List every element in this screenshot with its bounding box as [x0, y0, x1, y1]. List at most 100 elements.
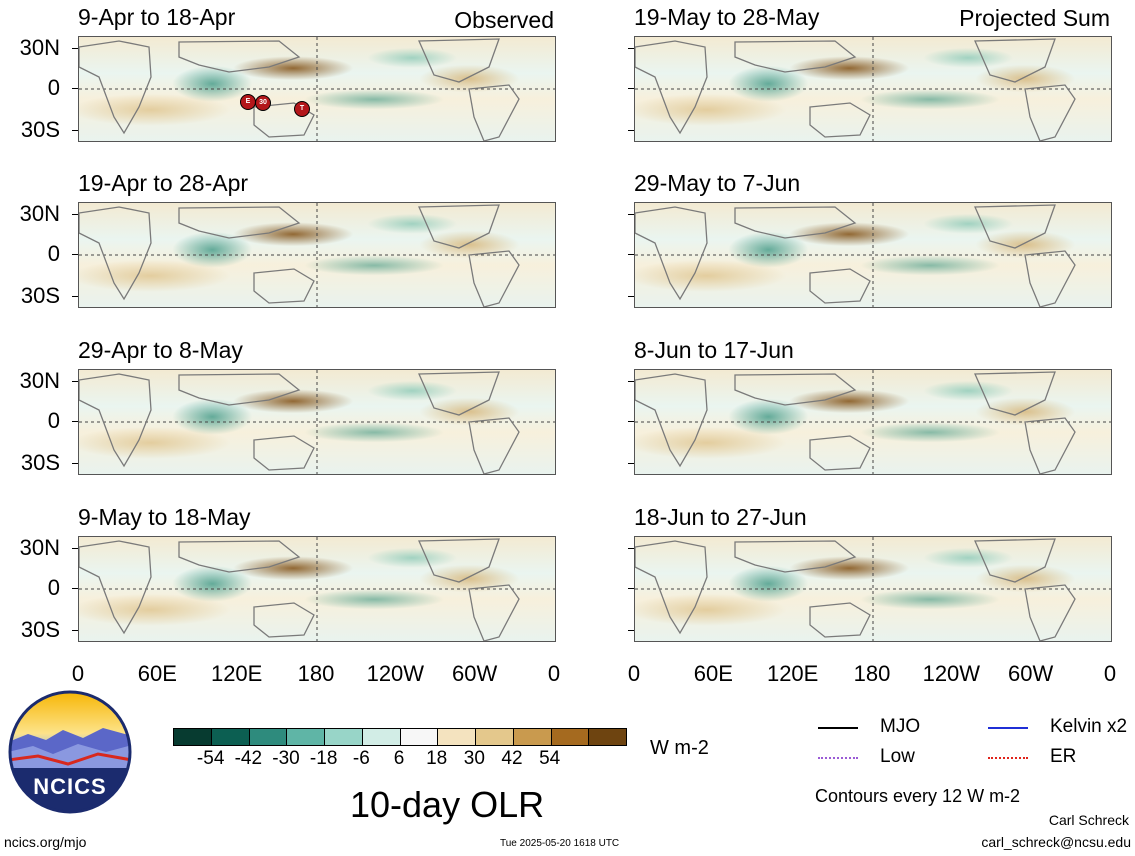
olr-map — [78, 536, 556, 642]
latitude-label: 0 — [47, 75, 60, 100]
mjo-phase-marker: E — [240, 94, 256, 110]
colorbar-label: 30 — [463, 748, 485, 769]
panel-date-range: 9-Apr to 18-Apr — [78, 4, 236, 30]
colorbar-swatch — [324, 729, 362, 745]
olr-map — [78, 36, 556, 142]
longitude-label: 120E — [210, 661, 263, 686]
observed-column-title: Observed — [454, 7, 554, 33]
colorbar-label: -30 — [272, 748, 300, 769]
latitude-label: 30N — [19, 201, 60, 226]
latitude-tick — [628, 254, 634, 255]
latitude-tick — [628, 48, 634, 49]
mjo-phase-marker: 30 — [255, 95, 271, 111]
author-name: Carl Schreck — [1048, 812, 1129, 828]
panel-date-range: 29-May to 7-Jun — [634, 170, 801, 196]
longitude-label: 0 — [547, 661, 561, 686]
legend-label: Kelvin x2 — [1050, 716, 1128, 737]
longitude-label: 120E — [766, 661, 819, 686]
panel-date-range: 19-May to 28-May — [634, 4, 820, 30]
longitude-label: 120W — [922, 661, 981, 686]
legend-label: ER — [1050, 746, 1077, 767]
latitude-label: 30S — [20, 450, 60, 475]
longitude-label: 120W — [366, 661, 425, 686]
colorbar-swatch — [475, 729, 513, 745]
longitude-label: 180 — [297, 661, 335, 686]
longitude-label: 0 — [71, 661, 85, 686]
olr-map — [634, 202, 1112, 308]
legend-label: MJO — [880, 716, 921, 737]
longitude-label: 60W — [452, 661, 498, 686]
latitude-tick — [72, 48, 78, 49]
latitude-label: 30S — [20, 283, 60, 308]
longitude-label: 60E — [137, 661, 177, 686]
colorbar-swatch — [399, 729, 438, 745]
olr-map — [634, 536, 1112, 642]
projected-column-title: Projected Sum — [959, 5, 1110, 31]
latitude-tick — [628, 463, 634, 464]
latitude-label: 0 — [47, 408, 60, 433]
colorbar-label: -54 — [196, 748, 225, 769]
latitude-tick — [72, 630, 78, 631]
panel-date-range: 18-Jun to 27-Jun — [634, 504, 807, 530]
latitude-label: 30S — [20, 117, 60, 142]
legend-line — [988, 757, 1028, 759]
latitude-tick — [72, 421, 78, 422]
longitude-label: 0 — [1103, 661, 1117, 686]
colorbar-label: 42 — [501, 748, 523, 769]
longitude-label: 60W — [1008, 661, 1054, 686]
contours-note: Contours every 12 W m-2 — [815, 786, 1021, 806]
latitude-tick — [628, 630, 634, 631]
colorbar-label: 54 — [539, 748, 561, 769]
latitude-tick — [628, 130, 634, 131]
latitude-tick — [72, 296, 78, 297]
longitude-label: 180 — [853, 661, 891, 686]
colorbar-label: -6 — [352, 748, 370, 769]
olr-map — [634, 36, 1112, 142]
colorbar-swatch — [437, 729, 475, 745]
legend-line — [818, 757, 858, 759]
colorbar-label: -42 — [234, 748, 263, 769]
colorbar-swatch — [248, 729, 287, 745]
legend-label: Low — [880, 746, 915, 767]
olr-map — [78, 369, 556, 475]
latitude-tick — [72, 130, 78, 131]
latitude-label: 30S — [20, 617, 60, 642]
latitude-tick — [72, 463, 78, 464]
legend-line — [988, 727, 1028, 729]
colorbar-label: -18 — [309, 748, 338, 769]
colorbar-swatch — [210, 729, 249, 745]
latitude-tick — [628, 421, 634, 422]
latitude-label: 0 — [47, 575, 60, 600]
panel-date-range: 9-May to 18-May — [78, 504, 251, 530]
legend-line — [818, 727, 858, 729]
latitude-tick — [628, 88, 634, 89]
colorbar-swatch — [361, 729, 400, 745]
colorbar-swatch — [512, 729, 551, 745]
latitude-tick — [628, 381, 634, 382]
olr-map — [634, 369, 1112, 475]
latitude-tick — [72, 254, 78, 255]
panel-date-range: 8-Jun to 17-Jun — [634, 337, 794, 363]
colorbar-swatch — [286, 729, 324, 745]
colorbar-label: 6 — [393, 748, 405, 769]
latitude-tick — [72, 88, 78, 89]
olr-map — [78, 202, 556, 308]
latitude-tick — [72, 548, 78, 549]
latitude-tick — [628, 588, 634, 589]
longitude-label: 0 — [627, 661, 641, 686]
footer-timestamp: Tue 2025-05-20 1618 UTC — [500, 838, 620, 849]
colorbar-units: W m-2 — [650, 737, 709, 759]
colorbar-swatch — [550, 729, 589, 745]
latitude-label: 30N — [19, 535, 60, 560]
ncics-logo: NCICS — [8, 690, 132, 814]
latitude-label: 0 — [47, 241, 60, 266]
longitude-label: 60E — [693, 661, 733, 686]
logo-text: NCICS — [33, 774, 107, 799]
colorbar-swatch — [174, 729, 211, 745]
mjo-phase-marker: T — [294, 101, 310, 117]
latitude-tick — [72, 381, 78, 382]
latitude-tick — [72, 214, 78, 215]
colorbar-swatch — [588, 729, 626, 745]
footer-website: ncics.org/mjo — [4, 834, 87, 850]
latitude-label: 30N — [19, 35, 60, 60]
